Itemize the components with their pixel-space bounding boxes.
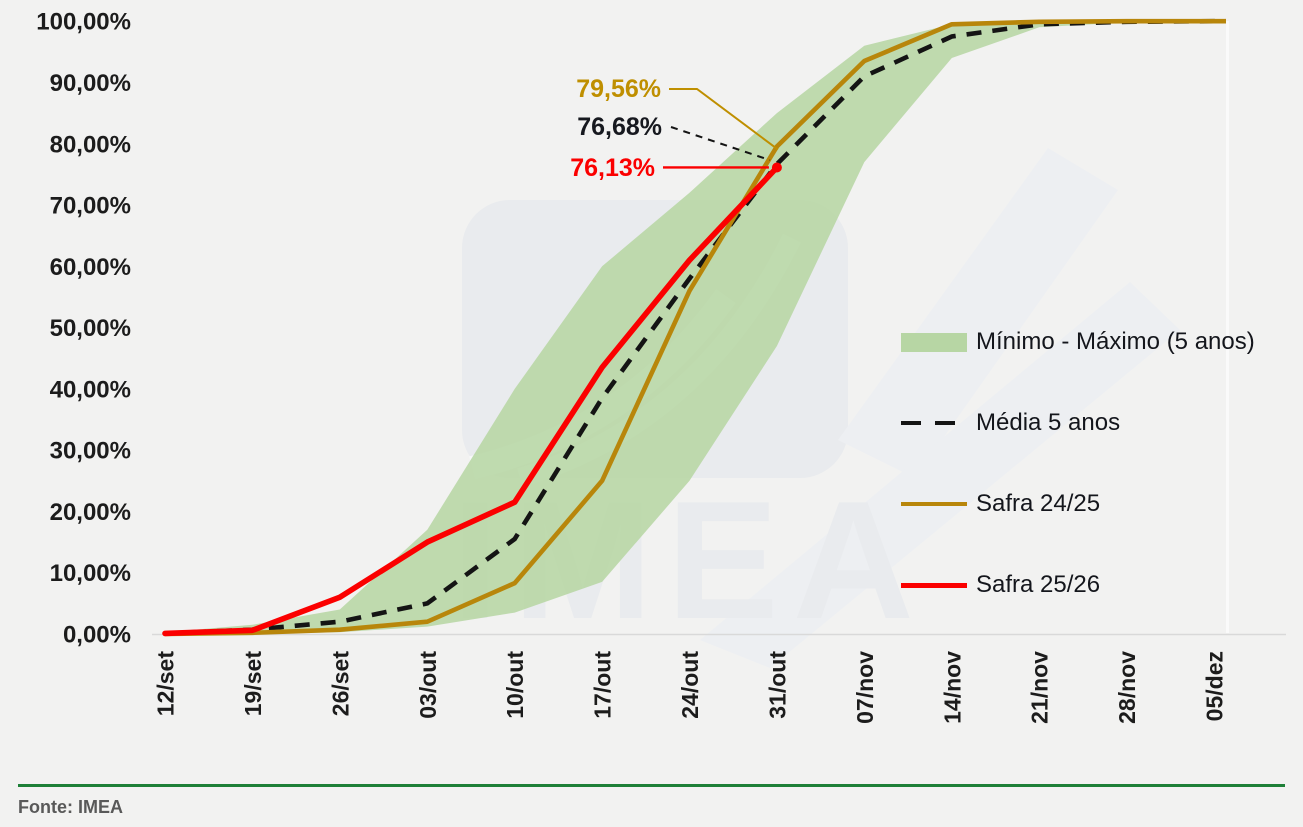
y-axis-label: 40,00% — [50, 376, 131, 403]
annotation-value-label: 76,13% — [570, 154, 655, 182]
legend-item-safra-24-25: Safra 24/25 — [901, 488, 1255, 520]
y-axis-label: 100,00% — [36, 9, 131, 36]
annotation-leader-gold — [669, 88, 779, 151]
watermark-swoosh-ribbon — [838, 148, 1118, 478]
y-axis-label: 30,00% — [50, 438, 131, 465]
x-axis-label: 24/out — [677, 651, 703, 719]
x-axis-label: 07/nov — [852, 651, 878, 724]
plot-area — [152, 18, 1286, 637]
y-axis-label: 70,00% — [50, 193, 131, 220]
annotations: 79,56% 76,68% 76,13% — [570, 75, 779, 182]
watermark-swoosh-ribbon — [700, 282, 1180, 668]
legend-label-safra-24-25: Safra 24/25 — [976, 490, 1101, 517]
x-axis-label: 31/out — [764, 651, 790, 719]
x-axis-label: 21/nov — [1027, 651, 1053, 724]
series-endpoint-marker — [771, 162, 782, 173]
legend-label-min-max: Mínimo - Máximo (5 anos) — [976, 328, 1255, 355]
axes: 0,00% 10,00% 20,00% 30,00% 40,00% 50,00% 60,00… — [36, 9, 1227, 724]
band-swatch-icon — [901, 332, 969, 352]
red-line-swatch-icon — [901, 582, 969, 588]
source-label: Fonte: IMEA — [18, 797, 123, 817]
x-axis-label: 17/out — [590, 651, 616, 719]
legend-label-safra-25-26: Safra 25/26 — [976, 571, 1101, 598]
x-axis-label: 14/nov — [939, 651, 965, 724]
x-axis-label: 12/set — [153, 651, 179, 717]
y-axis-label: 20,00% — [50, 499, 131, 526]
annotation-value-label: 76,68% — [577, 113, 662, 141]
legend-item-media: Média 5 anos — [901, 407, 1255, 439]
x-axis-label: 10/out — [502, 651, 528, 719]
x-axis-label: 19/set — [240, 651, 266, 717]
min-max-band — [165, 21, 1226, 634]
y-axis-label: 60,00% — [50, 254, 131, 281]
annotation-value-label: 79,56% — [576, 75, 661, 103]
y-axis-label: 50,00% — [50, 315, 131, 342]
footer-divider — [18, 784, 1285, 787]
legend-label-media: Média 5 anos — [976, 409, 1121, 436]
legend: Mínimo - Máximo (5 anos) Média 5 anos Sa… — [901, 326, 1255, 601]
annotation-leader-dashed — [670, 126, 771, 162]
y-axis-label: 0,00% — [63, 622, 131, 649]
x-axis-label: 03/out — [415, 651, 441, 719]
series-line-safra-25-26 — [162, 164, 780, 637]
x-axis-label: 28/nov — [1114, 651, 1140, 724]
y-axis-label: 80,00% — [50, 131, 131, 158]
series-line-safra-24-25 — [164, 18, 1226, 637]
y-axis-label: 90,00% — [50, 70, 131, 97]
x-axis-label: 05/dez — [1202, 651, 1228, 721]
y-axis-label: 10,00% — [50, 560, 131, 587]
dashed-line-swatch-icon — [901, 421, 969, 425]
legend-item-min-max: Mínimo - Máximo (5 anos) — [901, 326, 1255, 358]
x-axis-label: 26/set — [327, 651, 353, 717]
gold-line-swatch-icon — [901, 502, 969, 506]
planting-progress-chart: IMEA 0,00%10,00%20,00%30,00%40,00%50,00%… — [36, 9, 1286, 724]
legend-item-safra-25-26: Safra 25/26 — [901, 569, 1255, 601]
